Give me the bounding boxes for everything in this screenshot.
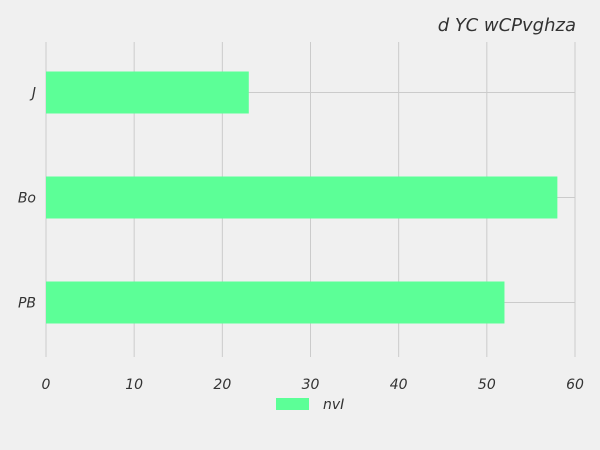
x-tick-label: 50 (478, 377, 496, 393)
bar-bo (46, 176, 558, 219)
x-tick-label: 20 (213, 377, 231, 393)
chart-title: d YC wCPvghza (438, 15, 576, 36)
legend: nvI (276, 397, 344, 413)
x-tick-label: 40 (390, 377, 408, 393)
x-tick-label: 0 (42, 377, 51, 393)
x-tick-label: 30 (302, 377, 320, 393)
y-tick-label: J (29, 86, 36, 102)
legend-swatch (276, 398, 309, 410)
x-tick-label: 10 (125, 377, 143, 393)
bar-pb (46, 281, 505, 324)
y-tick-label: PB (18, 296, 36, 312)
y-tick-label: Bo (18, 191, 36, 207)
tick-layer: J Bo PB 0 10 20 30 40 50 60 (18, 86, 584, 394)
bar-layer (46, 71, 558, 324)
x-tick-label: 60 (566, 377, 584, 393)
legend-label: nvI (323, 397, 344, 413)
bar-j (46, 71, 249, 114)
